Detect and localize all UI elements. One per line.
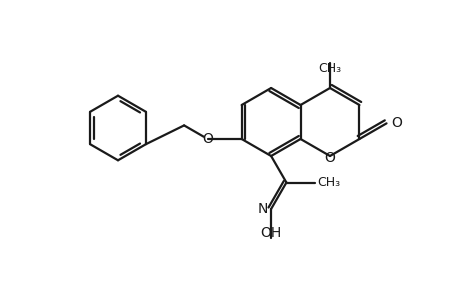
Text: O: O	[324, 151, 335, 165]
Text: N: N	[257, 202, 268, 216]
Text: OH: OH	[260, 226, 281, 240]
Text: O: O	[391, 116, 402, 130]
Text: CH₃: CH₃	[318, 61, 341, 74]
Text: CH₃: CH₃	[317, 176, 340, 189]
Text: O: O	[202, 132, 213, 146]
